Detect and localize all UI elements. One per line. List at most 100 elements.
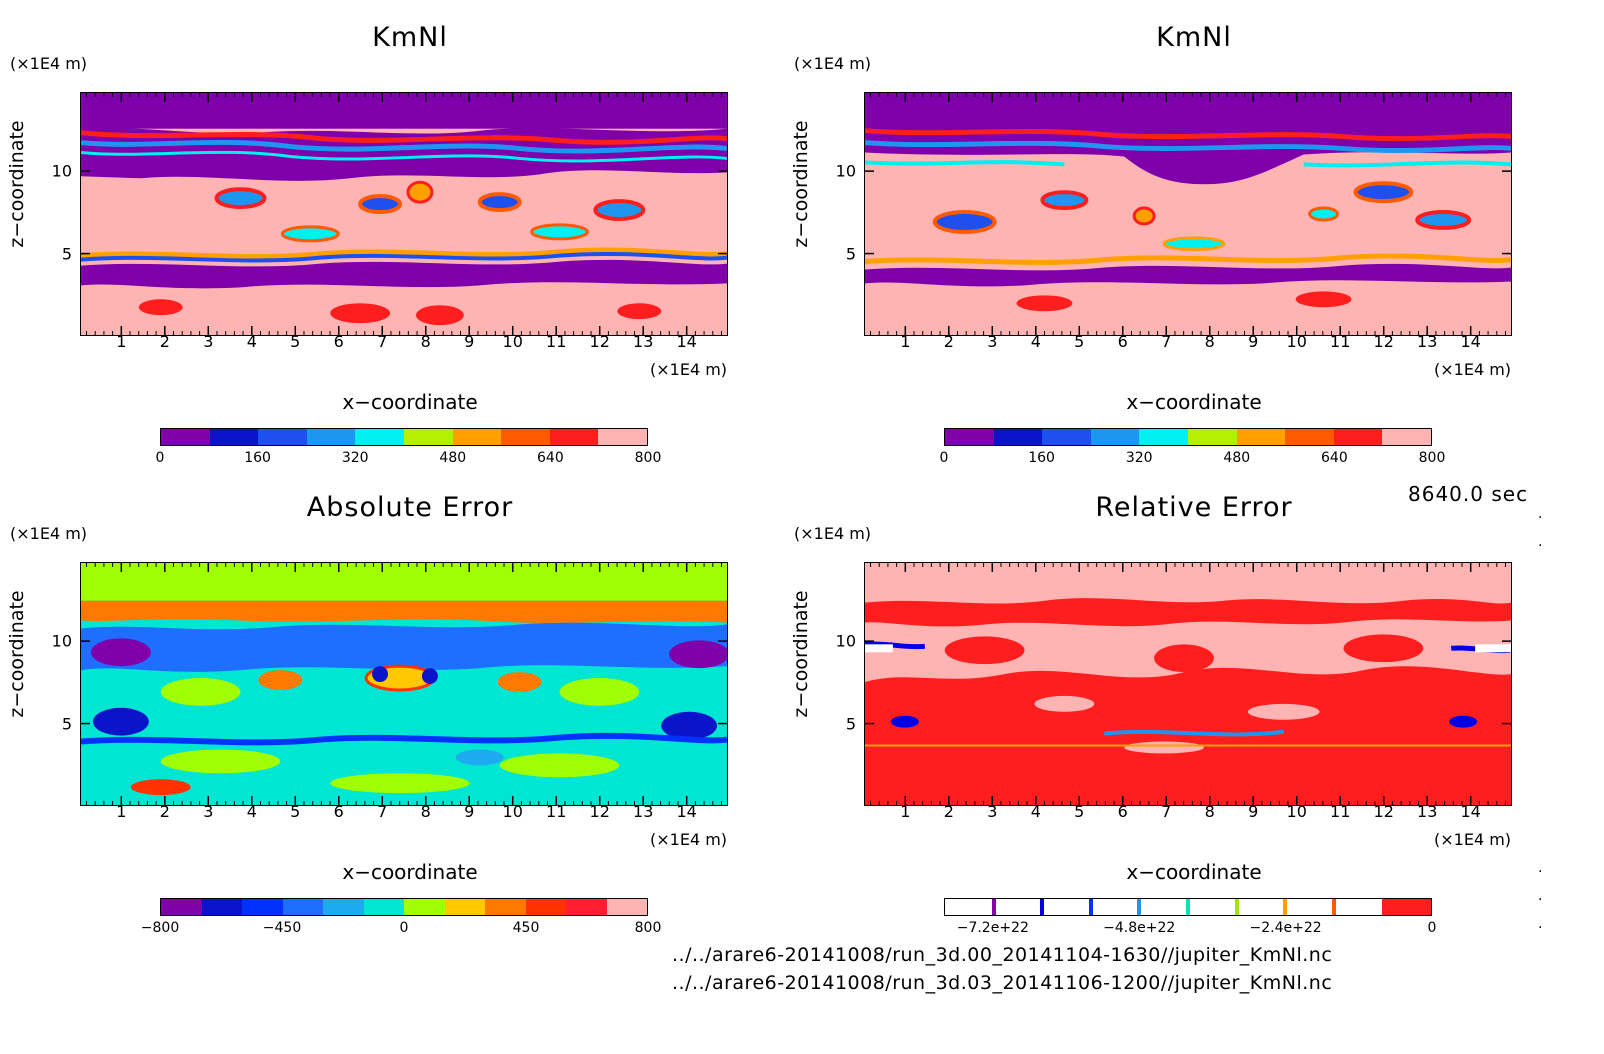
field-blob — [421, 668, 438, 684]
x-tick-label: 11 — [1330, 802, 1351, 821]
heatmap-field — [865, 563, 1511, 805]
x-tick-label: 4 — [1030, 332, 1041, 351]
colorbar-segment — [258, 429, 307, 445]
y-axis-label: z−coordinate — [6, 120, 28, 248]
y-tick-label: 5 — [61, 244, 72, 264]
colorbar-segment — [1236, 429, 1286, 445]
colorbar-tick-label: 640 — [1321, 450, 1348, 466]
x-tick-label: 1 — [900, 332, 911, 351]
heatmap-plot — [80, 92, 728, 336]
colorbar-segment — [993, 429, 1043, 445]
x-tick-label: 13 — [633, 802, 654, 821]
panel-relative-error: Relative Error (×1E4 m) z−coordinate (×1… — [784, 470, 1564, 940]
colorbar-tick-label: 160 — [1028, 450, 1055, 466]
field-blob — [455, 749, 504, 766]
field-blob — [258, 670, 303, 690]
field-contour — [81, 732, 727, 746]
colorbar-level-mark — [1234, 899, 1239, 915]
field-blob — [593, 199, 646, 221]
colorbar-segment — [549, 429, 599, 445]
colorbar-segment — [1139, 429, 1188, 445]
field-contour — [1303, 160, 1511, 168]
y-tick-label: 10 — [835, 161, 856, 181]
colorbar-tick-label: −7.2e+22 — [956, 920, 1029, 936]
x-unit-label: (×1E4 m) — [650, 830, 728, 849]
field-blob — [160, 749, 281, 774]
x-tick-label: 2 — [943, 332, 954, 351]
field-blob — [1295, 291, 1352, 308]
x-tick-label: 7 — [377, 332, 388, 351]
field-top-band — [81, 563, 727, 601]
colorbar-segment — [1283, 899, 1334, 915]
x-tick-label: 13 — [633, 332, 654, 351]
x-tick-label: 11 — [546, 332, 567, 351]
colorbar-segment — [1382, 899, 1431, 915]
field-blob — [497, 672, 542, 692]
field-contour — [81, 130, 727, 145]
colorbar-segment — [606, 899, 647, 915]
x-tick-label: 5 — [290, 332, 301, 351]
colorbar — [944, 898, 1432, 916]
colorbar-tick-label: 640 — [537, 450, 564, 466]
colorbar-tick-label: 480 — [1223, 450, 1251, 466]
panel-title: Absolute Error — [306, 492, 514, 523]
colorbar — [160, 428, 648, 446]
colorbar-tick-label: −800 — [140, 920, 180, 936]
field-blob — [130, 779, 191, 796]
x-tick-label: 6 — [1117, 802, 1128, 821]
y-tick-label: 5 — [845, 714, 856, 734]
colorbar-segment — [242, 899, 283, 915]
field-blob — [1162, 236, 1226, 252]
x-axis-label: x−coordinate — [342, 390, 478, 414]
colorbar-tick-label: 0 — [1427, 920, 1437, 936]
colorbar-segment — [452, 429, 502, 445]
field-blob — [1040, 190, 1089, 211]
x-tick-label: 13 — [1417, 332, 1438, 351]
colorbar-tick-label: −4.8e+22 — [1103, 920, 1176, 936]
x-tick-label: 13 — [1417, 802, 1438, 821]
colorbar-tick-label: 0 — [939, 450, 949, 466]
dot-marker: . — [1538, 916, 1543, 932]
colorbar-segment — [1285, 429, 1334, 445]
colorbar-tick-label: 160 — [244, 450, 271, 466]
field-region — [865, 598, 1511, 627]
x-tick-label: 12 — [589, 802, 610, 821]
x-axis-label: x−coordinate — [342, 860, 478, 884]
x-tick-label: 9 — [1248, 332, 1259, 351]
colorbar-segment — [566, 899, 607, 915]
x-tick-label: 12 — [589, 332, 610, 351]
colorbar-ticks: −7.2e+22 −4.8e+22 −2.4e+22 0 — [944, 920, 1437, 940]
x-unit-label: (×1E4 m) — [650, 360, 728, 379]
x-tick-label: 6 — [333, 802, 344, 821]
field-blob — [944, 636, 1025, 665]
heatmap-plot — [864, 562, 1512, 806]
colorbar-level-mark — [991, 899, 996, 915]
z-unit-label: (×1E4 m) — [10, 524, 88, 543]
field-blob — [499, 753, 620, 778]
x-tick-label: 4 — [246, 802, 257, 821]
timestamp-label: 8640.0 sec — [1408, 482, 1529, 506]
field-blob — [1353, 181, 1414, 204]
colorbar-segment — [1040, 899, 1091, 915]
colorbar-segment — [1088, 899, 1140, 915]
x-tick-label: 3 — [203, 802, 214, 821]
colorbar-segment — [1042, 429, 1091, 445]
colorbar-tick-label: 800 — [1418, 450, 1446, 466]
field-blob — [1132, 206, 1156, 226]
field-contour — [865, 641, 926, 650]
colorbar-segment — [1137, 899, 1188, 915]
dot-marker: . — [1538, 534, 1543, 550]
panel-absolute-error: Absolute Error (×1E4 m) z−coordinate — [0, 470, 780, 940]
footer-path-2: ../../arare6-20141008/run_3d.03_20141106… — [672, 972, 1333, 994]
colorbar-segment — [1090, 429, 1140, 445]
field-contour — [81, 139, 727, 154]
x-tick-label: 12 — [1373, 802, 1394, 821]
x-unit-label: (×1E4 m) — [1434, 360, 1512, 379]
x-tick-label: 1 — [116, 802, 127, 821]
field-upper-band — [81, 600, 727, 623]
field-blob — [530, 223, 589, 241]
colorbar-level-mark — [1040, 899, 1045, 915]
x-tick-label: 10 — [502, 802, 523, 821]
colorbar-tick-label: 320 — [341, 450, 369, 466]
field-top-band — [81, 93, 727, 129]
